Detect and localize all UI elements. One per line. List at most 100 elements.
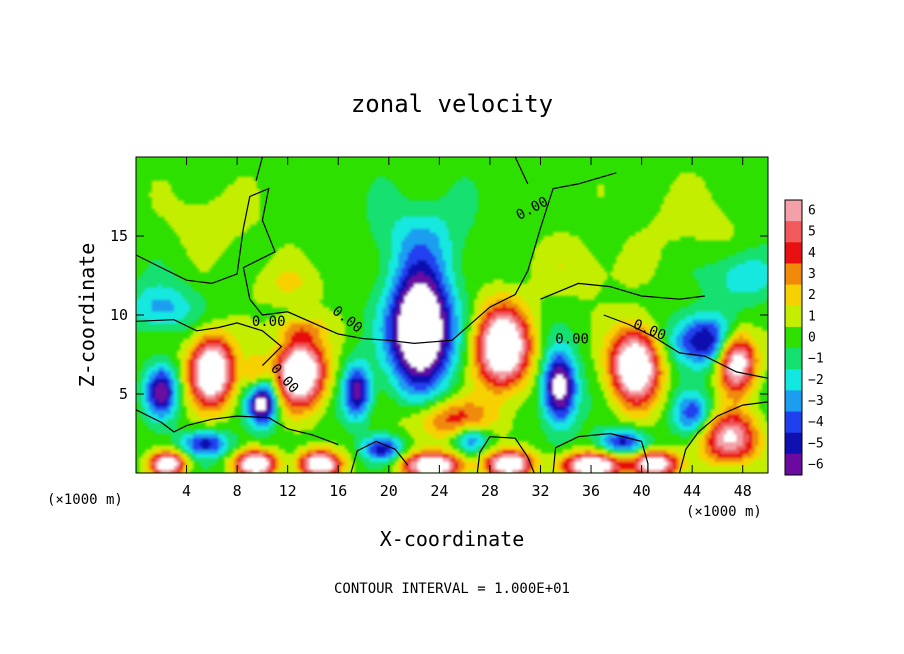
field-cell	[344, 469, 349, 473]
field-cell	[512, 469, 516, 473]
field-cell	[215, 397, 219, 403]
field-cell	[243, 417, 248, 423]
field-cell	[439, 425, 444, 431]
field-cell	[464, 397, 469, 403]
field-cell	[644, 417, 649, 423]
field-cell	[467, 394, 472, 399]
field-cell	[730, 445, 734, 450]
field-cell	[638, 469, 643, 473]
field-cell	[145, 386, 150, 391]
field-cell	[218, 390, 222, 395]
field-cell	[540, 461, 545, 466]
field-cell	[692, 469, 696, 473]
field-cell	[698, 421, 703, 427]
field-cell	[227, 409, 232, 415]
field-cell	[170, 421, 175, 427]
field-cell	[695, 421, 700, 427]
field-cell	[733, 429, 737, 435]
field-cell	[695, 401, 700, 407]
field-cell	[663, 461, 668, 466]
field-cell	[170, 429, 175, 435]
field-cell	[436, 405, 440, 411]
field-cell	[290, 382, 295, 387]
field-cell	[433, 394, 437, 399]
field-cell	[736, 413, 741, 419]
field-cell	[717, 425, 722, 431]
field-cell	[414, 397, 418, 403]
field-cell	[584, 378, 589, 383]
field-cell	[328, 449, 333, 454]
field-cell	[268, 390, 273, 395]
field-cell	[695, 437, 700, 442]
field-cell	[689, 441, 693, 446]
field-cell	[644, 378, 649, 383]
field-cell	[543, 409, 548, 415]
field-cell	[189, 397, 194, 403]
field-cell	[505, 437, 510, 442]
field-cell	[316, 394, 320, 399]
field-cell	[202, 461, 207, 466]
field-cell	[591, 429, 595, 435]
field-cell	[142, 409, 147, 415]
field-cell	[366, 449, 371, 454]
field-cell	[527, 378, 532, 383]
field-cell	[505, 421, 510, 427]
field-cell	[666, 465, 671, 470]
field-cell	[587, 461, 592, 466]
field-cell	[237, 374, 241, 379]
field-cell	[423, 449, 428, 454]
field-cell	[619, 457, 624, 462]
field-cell	[502, 465, 507, 470]
field-cell	[376, 382, 380, 387]
field-cell	[445, 425, 450, 431]
field-cell	[173, 409, 178, 415]
field-cell	[183, 457, 188, 462]
field-cell	[341, 461, 346, 466]
field-cell	[749, 437, 753, 442]
field-cell	[357, 401, 361, 407]
field-cell	[493, 394, 497, 399]
field-cell	[467, 397, 472, 403]
field-cell	[227, 465, 232, 470]
field-cell	[733, 382, 737, 387]
field-cell	[325, 378, 330, 383]
field-cell	[287, 394, 292, 399]
field-cell	[512, 390, 516, 395]
field-cell	[448, 469, 453, 473]
field-cell	[335, 397, 339, 403]
field-cell	[199, 453, 203, 458]
field-cell	[350, 413, 355, 419]
field-cell	[360, 453, 365, 458]
field-cell	[341, 413, 346, 419]
field-cell	[281, 382, 286, 387]
field-cell	[644, 449, 649, 454]
field-cell	[335, 465, 339, 470]
field-cell	[436, 457, 440, 462]
field-cell	[189, 409, 194, 415]
field-cell	[613, 394, 617, 399]
field-cell	[275, 453, 279, 458]
field-cell	[761, 378, 766, 383]
field-cell	[385, 382, 390, 387]
field-cell	[366, 441, 371, 446]
field-cell	[673, 429, 677, 435]
field-cell	[158, 378, 162, 383]
field-cell	[502, 405, 507, 411]
field-cell	[685, 397, 690, 403]
field-cell	[452, 429, 456, 435]
field-cell	[167, 465, 172, 470]
field-cell	[452, 469, 456, 473]
field-cell	[338, 394, 342, 399]
field-cell	[448, 461, 453, 466]
field-cell	[755, 394, 760, 399]
field-cell	[322, 382, 327, 387]
field-cell	[442, 437, 447, 442]
field-cell	[243, 461, 248, 466]
field-cell	[739, 405, 744, 411]
field-cell	[682, 461, 687, 466]
field-cell	[578, 354, 583, 360]
field-cell	[429, 453, 434, 458]
field-cell	[287, 378, 292, 383]
field-cell	[635, 461, 640, 466]
field-cell	[647, 469, 652, 473]
